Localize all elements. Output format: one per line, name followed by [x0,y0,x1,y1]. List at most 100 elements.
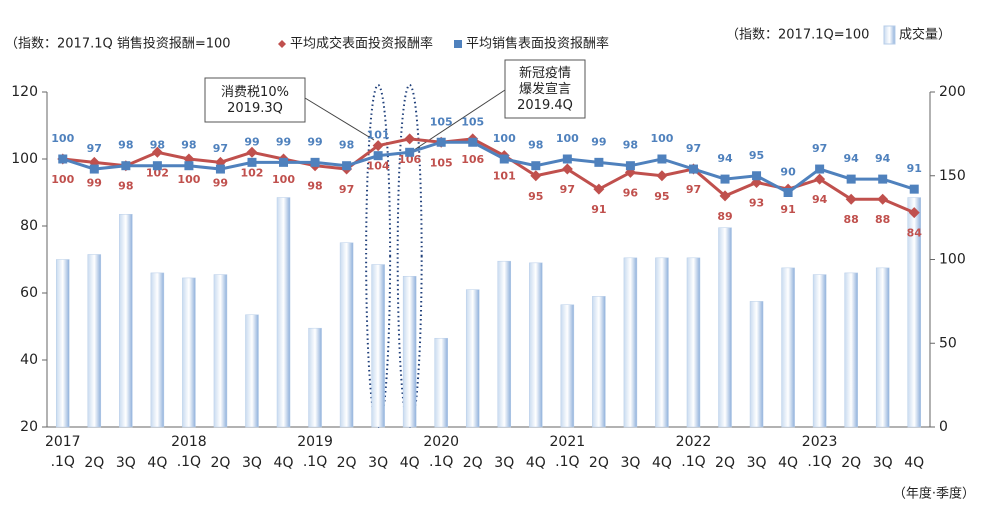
marker [815,164,825,174]
value-label: 104 [367,160,390,173]
callout-text: 新冠疫情爆发宣言 2019.4Q [517,65,573,113]
series-line [62,140,915,195]
marker [531,161,541,171]
value-label: 84 [907,227,923,240]
y-tick-label: 40 [20,352,38,368]
x-tick-label: 2020.1Q [423,434,459,470]
legend-swatch [883,25,896,45]
value-label: 101 [493,170,516,183]
value-label: 102 [146,166,169,179]
legend-swatch [278,40,286,48]
marker [499,154,509,164]
bar [497,260,512,428]
x-tick-label: 2019.1Q [297,434,333,470]
callout-box [204,77,306,123]
marker [342,161,352,171]
bar [465,289,480,428]
bar [529,262,543,428]
value-label: 89 [717,210,732,223]
value-label: 97 [686,142,701,155]
value-label: 97 [560,183,575,196]
bar [213,274,228,428]
bar [749,301,764,428]
value-label: 97 [686,183,701,196]
x-tick-label: 3Q [620,455,640,471]
value-label: 90 [780,166,796,179]
bar [781,267,795,428]
y-tick-label: 120 [11,84,38,100]
x-tick-label: 2018.1Q [171,434,207,470]
y-tick-label: 60 [20,285,38,301]
x-tick-label: 4Q [652,455,672,471]
marker [688,164,698,174]
value-label: 93 [749,196,764,209]
value-label: 106 [461,153,484,166]
marker [151,146,163,158]
value-label: 98 [623,139,638,152]
x-tick-label: 3Q [242,455,262,471]
x-tick-label: 3Q [747,455,767,471]
value-label: 96 [623,186,639,199]
bar [875,267,890,428]
value-label: 99 [591,135,606,148]
y-tick-label: 80 [20,218,38,234]
bar [434,337,448,428]
bar [308,327,322,428]
value-label: 106 [398,153,421,166]
value-label: 101 [367,129,390,142]
x-tick-label: 2017.1Q [45,434,81,470]
value-label: 100 [51,173,74,186]
bar [402,276,417,428]
bar [339,242,354,428]
y2-tick-label: 50 [939,335,957,351]
bar [276,197,291,428]
marker [436,137,446,147]
x-tick-label: 2Q [589,455,609,471]
x-tick-label: 3Q [494,455,514,471]
marker [246,146,258,158]
legend-label: 成交量） [899,27,951,43]
value-label: 99 [87,176,102,189]
legend-note: （指数：2017.1Q=100 [726,28,869,43]
x-tick-label: 2Q [210,455,230,471]
marker [719,190,731,202]
marker [562,154,572,164]
marker [58,154,68,164]
marker [405,147,415,157]
marker [121,161,131,171]
value-label: 99 [307,135,322,148]
marker [561,163,573,175]
x-tick-label: 2Q [463,455,483,471]
value-label: 97 [87,142,102,155]
value-label: 94 [717,152,733,165]
x-tick-label: 3Q [116,455,136,471]
marker [468,137,478,147]
value-label: 98 [118,180,133,193]
bar [718,227,732,428]
value-label: 91 [780,203,795,216]
bar [119,214,133,428]
marker [720,174,730,184]
marker [89,164,99,174]
value-label: 105 [430,115,453,128]
marker [279,157,289,167]
bar [592,296,606,428]
value-label: 98 [307,180,322,193]
bar [686,257,701,428]
y-tick-label: 20 [20,419,38,435]
value-label: 100 [272,173,295,186]
marker [404,133,416,145]
bar [560,304,575,428]
y2-tick-label: 200 [939,84,966,100]
bar [907,197,921,428]
y2-tick-label: 150 [939,168,966,184]
marker [878,174,888,184]
x-tick-label: 4Q [526,455,546,471]
y2-tick-label: 0 [939,419,948,435]
value-label: 95 [528,190,543,203]
x-tick-label: 4Q [147,455,167,471]
marker [752,171,762,181]
marker [373,151,383,161]
axis-note: （年度·季度） [893,486,975,502]
x-tick-label: 4Q [778,455,798,471]
